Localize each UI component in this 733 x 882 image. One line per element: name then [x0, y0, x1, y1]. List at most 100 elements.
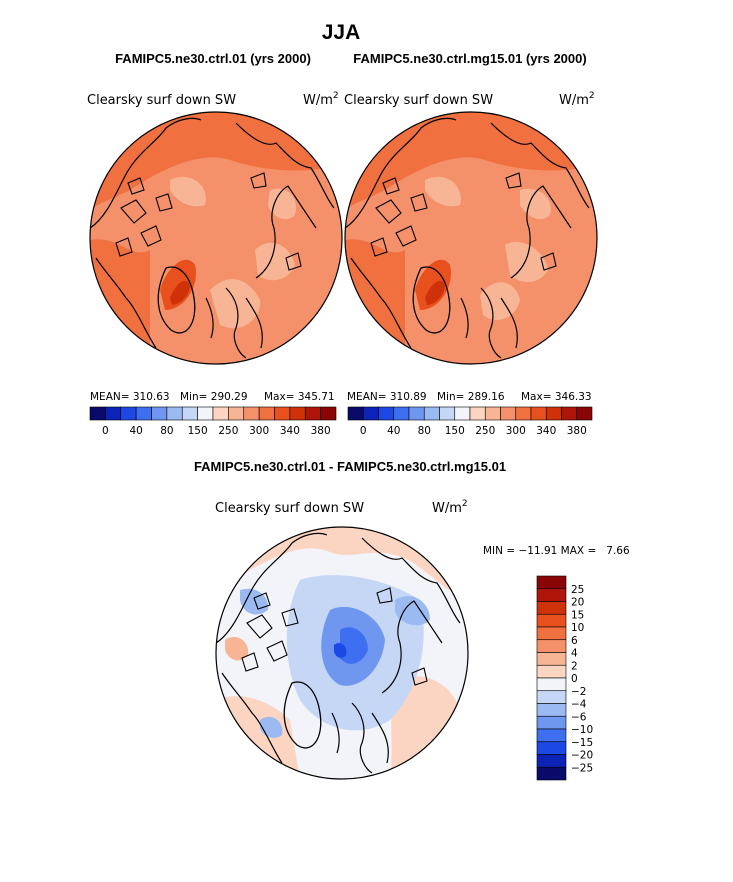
panel-control-units: W/m2 [303, 91, 339, 108]
panel-control-variable: Clearsky surf down SW [87, 93, 236, 108]
panel-mg15-colorbar-swatch [469, 406, 486, 421]
panel-control-colorbar-swatch [258, 406, 275, 421]
panel-control-colorbar-tick-label: 250 [218, 425, 238, 437]
panel-mg15-mean: MEAN= 310.89 [347, 391, 427, 403]
panel-difference-colorbar-swatch [536, 664, 567, 679]
panel-control-colorbar-swatch [197, 406, 214, 421]
panel-difference-colorbar-swatch [536, 626, 567, 641]
panel-control-colorbar-swatch [105, 406, 122, 421]
panel-difference-colorbar-swatch [536, 639, 567, 653]
panel-difference-colorbar-tick-label: 25 [571, 584, 584, 596]
panel-difference-colorbar-tick-label: 0 [571, 673, 578, 685]
panel-mg15-units: W/m2 [559, 91, 595, 108]
panel-difference-colorbar-swatch [536, 588, 567, 602]
panel-mg15-colorbar-swatch [484, 406, 501, 421]
panel-control-colorbar-tick-label: 380 [311, 425, 331, 437]
panel-control-colorbar-tick-label: 80 [160, 425, 173, 437]
panel-mg15-colorbar-swatch [576, 406, 593, 421]
panel-mg15-colorbar: 0 40 80 150 250 300 340 380 [347, 406, 593, 437]
panel-mg15-colorbar-swatch [561, 406, 578, 421]
panel-control-colorbar-tick-label: 300 [249, 425, 269, 437]
panel-difference-colorbar-tick-label: 6 [571, 635, 578, 647]
panel-difference-colorbar-swatch [536, 715, 567, 730]
panel-control-colorbar-swatch [304, 406, 321, 421]
panel-mg15-colorbar-tick-label: 250 [475, 425, 495, 437]
panel-control-colorbar-tick-label: 340 [280, 425, 300, 437]
panel-control-colorbar-swatch [120, 406, 137, 421]
panel-difference-colorbar-tick-label: −2 [571, 686, 586, 698]
panel-difference-map [216, 527, 468, 779]
panel-control-colorbar-swatch [274, 406, 291, 421]
panel-mg15-colorbar-swatch [423, 406, 440, 421]
panel-mg15-colorbar-swatch [408, 406, 425, 421]
panel-mg15-colorbar-swatch [530, 406, 547, 421]
panel-difference-colorbar-swatch [536, 601, 567, 615]
panel-difference-colorbar-tick-label: 2 [571, 660, 578, 672]
panel-control-colorbar-tick-label: 150 [188, 425, 208, 437]
panel-mg15-colorbar-swatch [500, 406, 517, 421]
panel-control-colorbar-swatch [320, 406, 337, 421]
panel-difference-colorbar-tick-label: −15 [571, 737, 593, 749]
panel-difference-colorbar-tick-label: −20 [571, 750, 593, 762]
panel-control-mean: MEAN= 310.63 [90, 391, 170, 403]
panel-control-colorbar-swatch [89, 406, 106, 421]
panel-mg15-variable: Clearsky surf down SW [344, 93, 493, 108]
panel-control-map [90, 112, 342, 364]
panel-mg15-max: Max= 346.33 [521, 391, 592, 403]
panel-control-colorbar: 0 40 80 150 250 300 340 380 [89, 406, 337, 437]
panel-difference-colorbar-tick-label: 4 [571, 648, 578, 660]
panel-difference-colorbar-swatch [536, 728, 567, 743]
panel-difference-colorbar-swatch [536, 613, 567, 628]
panel-difference-colorbar-swatch [536, 690, 567, 704]
panel-difference-colorbar-tick-label: 10 [571, 622, 584, 634]
panel-mg15-colorbar-swatch [393, 406, 410, 421]
panel-mg15-colorbar-swatch [515, 406, 532, 421]
panel-control-colorbar-swatch [166, 406, 183, 421]
panel-control-max: Max= 345.71 [264, 391, 335, 403]
panel-mg15-title: FAMIPC5.ne30.ctrl.mg15.01 (yrs 2000) [353, 51, 586, 66]
panel-difference-colorbar-tick-label: −4 [571, 699, 587, 711]
panel-mg15-min: Min= 289.16 [437, 391, 505, 403]
panel-mg15-colorbar-tick-label: 150 [445, 425, 465, 437]
panel-difference-variable: Clearsky surf down SW [215, 501, 364, 516]
panel-control-min: Min= 290.29 [180, 391, 248, 403]
panel-mg15-colorbar-tick-label: 0 [360, 425, 367, 437]
panel-difference-minmax: MIN = −11.91 MAX = 7.66 [483, 545, 630, 557]
panel-control-colorbar-tick-label: 40 [129, 425, 142, 437]
panel-difference-colorbar-tick-label: 20 [571, 597, 584, 609]
panel-control-title: FAMIPC5.ne30.ctrl.01 (yrs 2000) [115, 51, 311, 66]
panel-mg15-colorbar-tick-label: 340 [536, 425, 556, 437]
panel-mg15: FAMIPC5.ne30.ctrl.mg15.01 (yrs 2000) Cle… [344, 51, 598, 437]
panel-difference-title: FAMIPC5.ne30.ctrl.01 - FAMIPC5.ne30.ctrl… [194, 459, 506, 474]
panel-control: FAMIPC5.ne30.ctrl.01 (yrs 2000) Clearsky… [87, 51, 343, 437]
panel-difference-colorbar-tick-label: −25 [571, 762, 593, 774]
figure-title: JJA [322, 21, 361, 44]
panel-mg15-colorbar-swatch [347, 406, 364, 421]
panel-difference-colorbar-tick-label: 15 [571, 609, 584, 621]
panel-control-colorbar-swatch [151, 406, 168, 421]
panel-mg15-colorbar-swatch [454, 406, 471, 421]
panel-difference-colorbar-swatch [536, 766, 567, 781]
panel-control-colorbar-swatch [228, 406, 245, 421]
panel-mg15-colorbar-swatch [378, 406, 395, 421]
panel-mg15-colorbar-swatch [362, 406, 379, 421]
panel-mg15-colorbar-tick-label: 380 [567, 425, 587, 437]
panel-control-colorbar-swatch [289, 406, 306, 421]
panel-difference-units: W/m2 [432, 499, 468, 516]
panel-difference-colorbar-swatch [536, 741, 567, 755]
panel-mg15-colorbar-tick-label: 80 [418, 425, 431, 437]
panel-difference-colorbar-swatch [536, 575, 567, 590]
panel-mg15-colorbar-tick-label: 40 [387, 425, 400, 437]
panel-difference-colorbar-tick-label: −10 [571, 724, 593, 736]
panel-mg15-colorbar-tick-label: 300 [506, 425, 526, 437]
panel-difference-colorbar-swatch [536, 677, 567, 692]
panel-difference-colorbar-swatch [536, 754, 567, 768]
panel-control-colorbar-swatch [181, 406, 198, 421]
panel-difference-colorbar-swatch [536, 703, 567, 717]
panel-control-colorbar-tick-label: 0 [102, 425, 109, 437]
panel-control-colorbar-swatch [212, 406, 229, 421]
panel-difference: FAMIPC5.ne30.ctrl.01 - FAMIPC5.ne30.ctrl… [194, 459, 630, 781]
panel-mg15-colorbar-swatch [545, 406, 562, 421]
